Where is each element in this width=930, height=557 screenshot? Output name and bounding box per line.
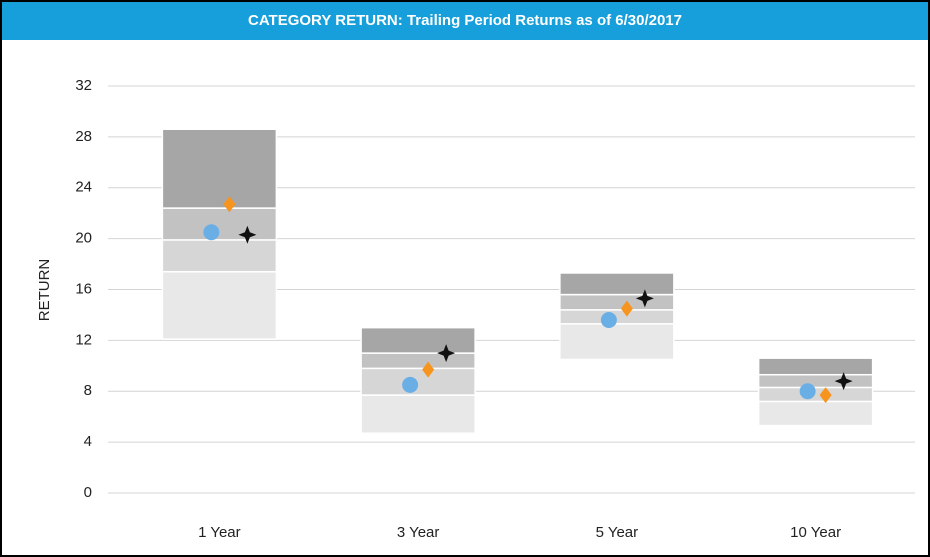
x-tick-label: 3 Year xyxy=(397,524,440,541)
bar-segment xyxy=(161,239,278,273)
y-tick-label: 28 xyxy=(75,128,92,145)
marker-circle xyxy=(600,312,617,329)
bar-segment xyxy=(360,394,476,434)
marker-star xyxy=(238,225,257,244)
bar-segment xyxy=(757,400,874,427)
marker-star xyxy=(437,344,456,363)
bar-segment xyxy=(360,352,476,370)
x-tick-label: 1 Year xyxy=(198,524,241,541)
marker-diamond xyxy=(422,361,435,378)
chart-title: CATEGORY RETURN: Trailing Period Returns… xyxy=(248,12,682,29)
marker-diamond xyxy=(223,196,236,213)
y-tick-label: 0 xyxy=(84,484,92,501)
bar-segment xyxy=(559,293,675,311)
marker-diamond xyxy=(620,300,633,317)
bar-segment xyxy=(161,207,278,241)
bar-segment xyxy=(757,357,874,376)
marker-circle xyxy=(402,376,419,393)
title-bar xyxy=(2,2,928,40)
bar-segment xyxy=(559,323,675,361)
bar-segment xyxy=(559,309,675,325)
bar-segment xyxy=(360,367,476,396)
y-tick-label: 16 xyxy=(75,280,92,297)
y-tick-label: 32 xyxy=(75,77,92,94)
x-tick-label: 10 Year xyxy=(790,524,841,541)
marker-circle xyxy=(203,224,220,241)
y-tick-label: 4 xyxy=(84,433,92,450)
marker-diamond xyxy=(819,387,832,404)
x-tick-label: 5 Year xyxy=(596,524,639,541)
y-tick-label: 12 xyxy=(75,331,92,348)
bar-segment xyxy=(161,270,278,340)
bar-segment xyxy=(559,272,675,296)
y-tick-label: 24 xyxy=(75,179,92,196)
y-axis-label: RETURN xyxy=(36,259,53,322)
bar-segment xyxy=(757,386,874,403)
marker-star xyxy=(635,289,654,308)
bar-segment xyxy=(757,373,874,389)
marker-star xyxy=(834,372,853,391)
bar-segment xyxy=(360,326,476,354)
marker-circle xyxy=(799,383,816,400)
y-tick-label: 8 xyxy=(84,382,92,399)
bar-segment xyxy=(161,128,278,209)
y-tick-label: 20 xyxy=(75,230,92,247)
